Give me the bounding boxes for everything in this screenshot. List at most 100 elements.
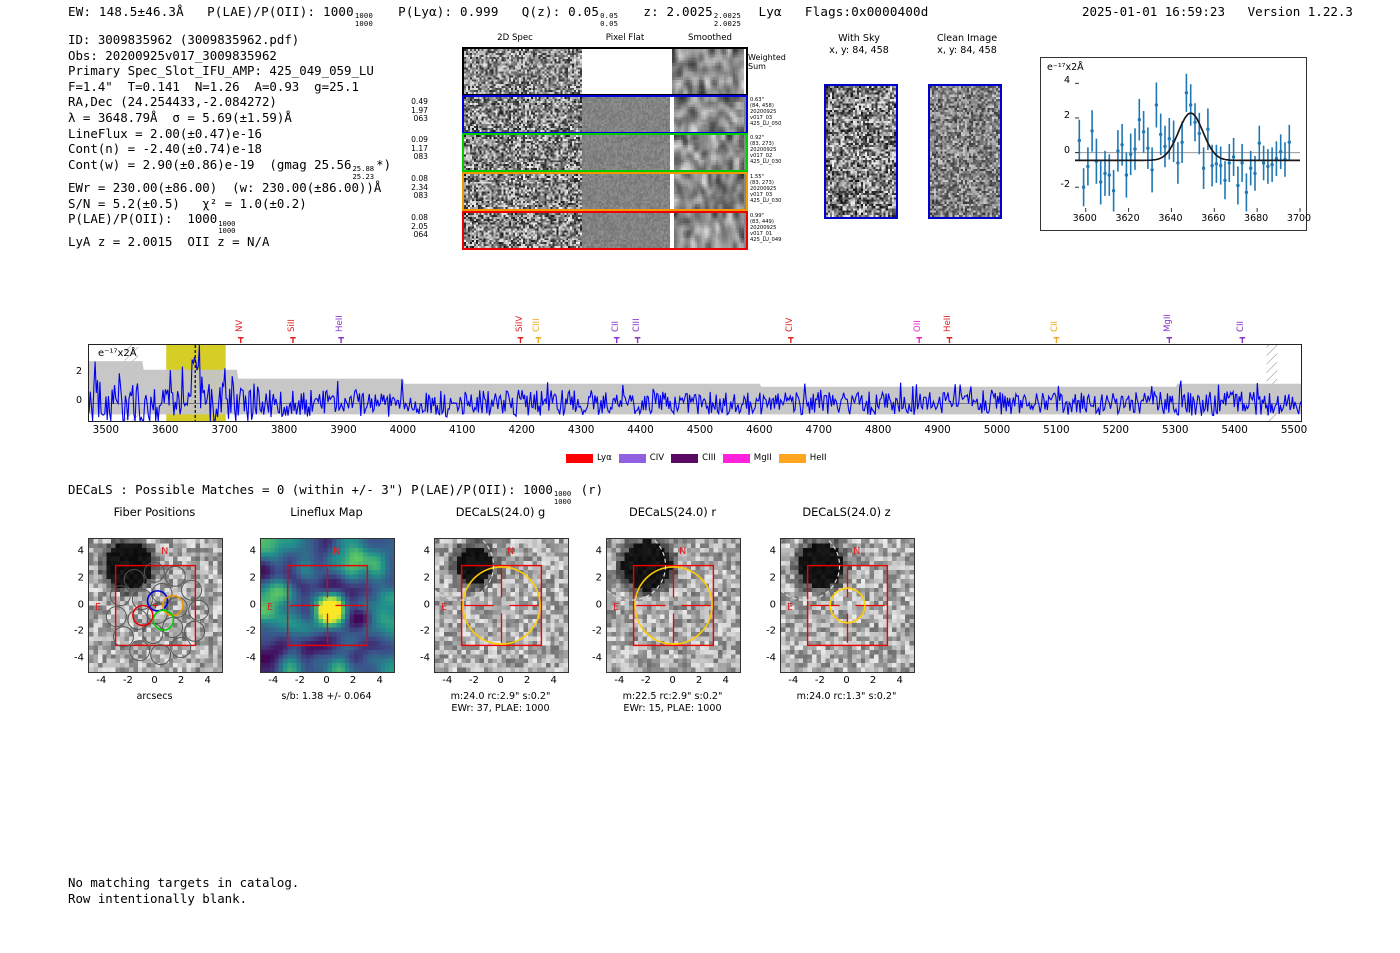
decals-xtick: -2 <box>814 675 825 686</box>
decals-ytick: 0 <box>77 599 84 610</box>
spectrum-ytick: 0 <box>75 395 82 407</box>
decals-ytick: 2 <box>249 572 256 584</box>
decals-ytick: 0 <box>423 599 430 610</box>
spectrum-xtick: 5200 <box>1102 424 1130 436</box>
emission-line-label-MgII: MgII <box>1163 314 1174 332</box>
compass-north-3: N <box>679 546 687 557</box>
spec2d-row-0-right-label: 0.63" (84, 458) 20200925 v017_03 425_LU_… <box>750 97 782 128</box>
emission-line-label-SiIV: SiIV <box>514 315 525 332</box>
emission-line-tick-MgII: ┳ <box>1166 334 1172 344</box>
spectrum-xtick: 3900 <box>330 424 357 436</box>
info-lineflux: LineFlux = 2.00(±0.47)e-16 <box>68 125 262 141</box>
spectrum-xtick: 4600 <box>746 424 773 436</box>
decals-panel-1: Lineflux Map N E -4 -4 -2 -2 0 0 2 2 4 4 s/b: 1.38 +/… <box>246 505 395 720</box>
legend-swatch <box>778 453 806 463</box>
emission-line-tick-CIII: ┳ <box>634 334 641 344</box>
legend-label: HeII <box>809 453 827 463</box>
decals-xtick: -4 <box>614 675 625 686</box>
decals-ytick: 4 <box>423 545 430 557</box>
decals-canvas-4 <box>781 539 914 672</box>
spectrum-ytick: 2 <box>75 366 82 378</box>
header-plae-label: P(LAE)/P(OII): 1000 <box>207 4 354 19</box>
spectrum-xtick: 3800 <box>270 424 298 436</box>
decals-header: DECaLS : Possible Matches = 0 (within +/… <box>68 482 603 505</box>
clean-image <box>928 84 1002 219</box>
spectrum-legend: Lyα CIV CIII MgII HeII <box>566 452 827 464</box>
spec2d-row-0-panel <box>462 95 748 134</box>
legend-label: CIV <box>649 453 665 463</box>
emission-line-label-HeII: HeII <box>943 315 954 332</box>
header-z-fraction: 2.0025 2.0025 <box>713 11 742 28</box>
spectrum-legend-item-Lyα: Lyα <box>566 453 612 463</box>
legend-label: MgII <box>753 453 772 463</box>
emission-line-label-CII: CII <box>1050 320 1061 332</box>
legend-swatch <box>618 453 646 463</box>
info-radec: RA,Dec (24.254433,-2.084272) <box>68 94 277 110</box>
line-profile-ytick: -2 <box>1060 179 1070 191</box>
decals-ytick: -2 <box>766 625 776 637</box>
spec2d-row-1-panel <box>462 133 748 172</box>
full-spectrum-chart <box>88 344 1302 422</box>
line-profile-ytick: 2 <box>1063 109 1070 121</box>
decals-caption-4: m:24.0 rc:1.3" s:0.2" <box>796 691 897 702</box>
emission-line-tick-NV: ┳ <box>237 334 244 344</box>
decals-xtick: 0 <box>669 675 676 686</box>
decals-xtick: 4 <box>550 675 557 686</box>
decals-caption-1: s/b: 1.38 +/- 0.064 <box>281 691 372 702</box>
decals-xtick: 0 <box>151 675 158 686</box>
decals-ytick: 4 <box>595 545 602 557</box>
emission-line-tick-HeII: ┳ <box>338 334 344 344</box>
spectrum-xtick: 4100 <box>449 424 476 436</box>
header-version-text: Version 1.22.3 <box>1247 4 1353 19</box>
info-plae: P(LAE)/P(OII): 1000 1000 1000 <box>68 211 236 235</box>
decals-xtick: -4 <box>268 675 279 686</box>
decals-panel-title-3: DECaLS(24.0) r <box>628 505 717 519</box>
emission-line-tick-CII: ┳ <box>1239 334 1246 344</box>
spec2d-row-2-left-label: 0.08 2.34 083 <box>411 174 428 201</box>
spectrum-xtick: 5000 <box>983 424 1011 436</box>
decals-panel-image-2 <box>434 538 569 673</box>
decals-xtick: 4 <box>204 675 211 686</box>
line-profile-xtick: 3620 <box>1115 213 1140 224</box>
spectrum-legend-item-CIV: CIV <box>618 453 665 463</box>
line-profile-ytick: 0 <box>1063 144 1070 156</box>
decals-canvas-3 <box>607 539 740 672</box>
decals-xtick: 0 <box>843 675 850 686</box>
info-plae-fraction: 1000 1000 <box>218 218 236 235</box>
decals-plae-fraction: 1000 1000 <box>553 489 572 506</box>
info-seeing: F=1.4" T=0.141 N=1.26 A=0.93 g=25.1 <box>68 78 359 94</box>
decals-xtick: -4 <box>442 675 453 686</box>
emission-line-tick-CIII: ┳ <box>535 334 542 344</box>
spec2d-row-2-right-label: 1.55" (83, 273) 20200925 v017_03 425_LU_… <box>750 174 782 205</box>
decals-xtick: 4 <box>722 675 729 686</box>
line-profile-xtick: 3600 <box>1072 213 1097 224</box>
line-profile-xtick: 3700 <box>1286 213 1312 224</box>
spectrum-xtick: 3500 <box>92 424 120 436</box>
decals-ytick: -4 <box>246 652 256 664</box>
emission-line-tick-SiII: ┳ <box>290 334 296 344</box>
line-profile-xtick: 3680 <box>1244 213 1269 224</box>
compass-east-4: E <box>787 601 794 613</box>
header-flags: Flags:0x0000400d <box>804 4 929 19</box>
decals-xtick: -2 <box>640 675 651 686</box>
info-lambda-sigma: λ = 3648.79Å σ = 5.69(±1.59)Å <box>68 109 292 125</box>
spectrum-legend-item-CIII: CIII <box>671 453 716 463</box>
decals-panel-image-4 <box>780 538 915 673</box>
spec2d-row-3-left-label: 0.08 2.05 064 <box>411 213 428 240</box>
compass-east-2: E <box>441 601 448 613</box>
decals-xtick: -2 <box>122 675 133 686</box>
spectrum-legend-item-MgII: MgII <box>722 453 772 463</box>
spectrum-xtick: 4200 <box>508 424 535 436</box>
with-sky-image <box>824 84 898 219</box>
decals-canvas-2 <box>435 539 568 672</box>
emission-line-label-CIII: CIII <box>631 318 642 332</box>
compass-east-1: E <box>267 601 274 613</box>
spec2d-col-title-2dspec: 2D Spec <box>497 33 533 43</box>
header-z-label: z: 2.0025 <box>643 4 713 19</box>
decals-panel-row: Fiber Positions N E -4 -4 -2 -2 0 0 2 2 4 4 arcsecs Li… <box>0 505 1400 735</box>
decals-ytick: 2 <box>423 572 430 584</box>
emission-line-label-CIV: CIV <box>784 317 795 332</box>
spectrum-xtick: 4500 <box>686 424 714 436</box>
bottom-note: No matching targets in catalog. Row inte… <box>68 875 299 907</box>
decals-panel-title-4: DECaLS(24.0) z <box>802 505 891 519</box>
